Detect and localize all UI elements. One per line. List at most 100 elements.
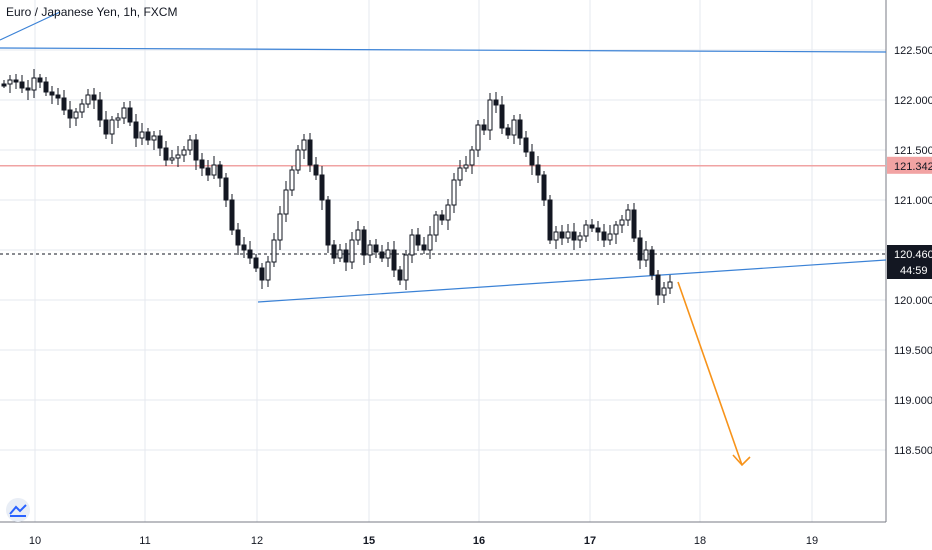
- candle-body: [421, 244, 427, 251]
- candle-body: [223, 177, 229, 201]
- candle-body: [313, 164, 319, 176]
- candle-body: [385, 249, 391, 259]
- candle-body: [187, 139, 193, 151]
- candle-body: [607, 233, 613, 241]
- tradingview-logo[interactable]: [6, 498, 30, 522]
- candle-body: [217, 164, 223, 179]
- candle-body: [283, 189, 289, 215]
- y-tick-label: 120.000: [894, 295, 932, 307]
- y-tick-label: 121.000: [894, 195, 932, 207]
- candle-body: [307, 139, 313, 166]
- candle-body: [277, 213, 283, 241]
- trendline-top-left[interactable]: [0, 11, 61, 41]
- forecast-arrow[interactable]: [677, 281, 743, 466]
- candle-body: [505, 127, 511, 136]
- x-tick-label: 12: [251, 535, 263, 547]
- trendline-upper[interactable]: [0, 47, 887, 53]
- candle-body: [79, 103, 85, 113]
- logo-icon: [9, 504, 27, 517]
- candle-body: [463, 164, 469, 169]
- candles: [1, 69, 673, 305]
- candle-body: [91, 94, 97, 101]
- candle-body: [325, 199, 331, 246]
- candle-body: [451, 179, 457, 206]
- candle-body: [415, 234, 421, 246]
- candle-body: [655, 274, 661, 296]
- y-tick-label: 119.500: [894, 345, 932, 357]
- candle-body: [265, 261, 271, 281]
- candle-body: [397, 269, 403, 281]
- candle-body: [475, 124, 481, 151]
- candle-body: [409, 234, 415, 256]
- candle-body: [151, 135, 157, 141]
- candle-body: [595, 227, 601, 233]
- candle-body: [391, 249, 397, 271]
- y-tick-label: 121.500: [894, 145, 932, 157]
- x-tick-label: 10: [29, 535, 41, 547]
- candle-body: [103, 119, 109, 135]
- candle-body: [457, 167, 463, 181]
- grid: [0, 0, 886, 522]
- candle-body: [13, 79, 19, 83]
- candle-body: [85, 94, 91, 105]
- candle-body: [37, 77, 43, 83]
- candle-body: [241, 244, 247, 251]
- y-tick-label: 122.500: [894, 45, 932, 57]
- chart-title: Euro / Japanese Yen, 1h, FXCM: [6, 5, 178, 19]
- candle-body: [7, 79, 13, 85]
- candle-body: [163, 147, 169, 161]
- plot-area[interactable]: [0, 0, 886, 522]
- candle-body: [349, 239, 355, 263]
- candle-body: [319, 174, 325, 201]
- candle-body: [25, 87, 31, 91]
- candle-body: [289, 169, 295, 191]
- candle-body: [343, 249, 349, 263]
- candle-body: [511, 119, 517, 136]
- candle-body: [373, 244, 379, 253]
- candle-body: [235, 229, 241, 246]
- candle-body: [157, 135, 163, 149]
- candle-body: [115, 117, 121, 121]
- candle-body: [205, 167, 211, 176]
- current-price-label: 120.460: [894, 249, 932, 261]
- candle-body: [229, 199, 235, 231]
- candle-body: [529, 151, 535, 166]
- x-tick-label: 17: [584, 535, 596, 547]
- candle-body: [601, 231, 607, 241]
- candle-body: [109, 119, 115, 135]
- candle-body: [97, 99, 103, 121]
- candle-body: [253, 257, 259, 269]
- trendline-support[interactable]: [257, 259, 887, 303]
- countdown-label: 44:59: [900, 265, 928, 277]
- candle-body: [199, 159, 205, 169]
- candle-body: [331, 244, 337, 259]
- candle-body: [667, 281, 673, 289]
- candle-body: [31, 77, 37, 91]
- candle-body: [547, 199, 553, 241]
- candle-body: [127, 107, 133, 123]
- candle-body: [403, 254, 409, 281]
- candle-body: [61, 97, 67, 111]
- candle-body: [661, 287, 667, 296]
- resistance-price-tag: [887, 156, 932, 174]
- candle-body: [643, 249, 649, 261]
- candle-body: [559, 231, 565, 239]
- candle-body: [589, 224, 595, 229]
- candle-body: [301, 139, 307, 151]
- y-tick-label: 119.000: [894, 395, 932, 407]
- candle-body: [649, 249, 655, 276]
- x-tick-label: 15: [363, 535, 375, 547]
- current-price-tag: [887, 245, 932, 279]
- candle-body: [337, 249, 343, 259]
- candle-body: [145, 131, 151, 141]
- candle-body: [355, 229, 361, 241]
- candle-body: [625, 209, 631, 221]
- candle-body: [517, 119, 523, 139]
- candle-body: [211, 164, 217, 176]
- candle-body: [445, 204, 451, 221]
- resistance-price-label: 121.342: [894, 161, 932, 173]
- candle-body: [361, 229, 367, 256]
- y-tick-label: 118.500: [894, 445, 932, 457]
- candle-body: [583, 224, 589, 237]
